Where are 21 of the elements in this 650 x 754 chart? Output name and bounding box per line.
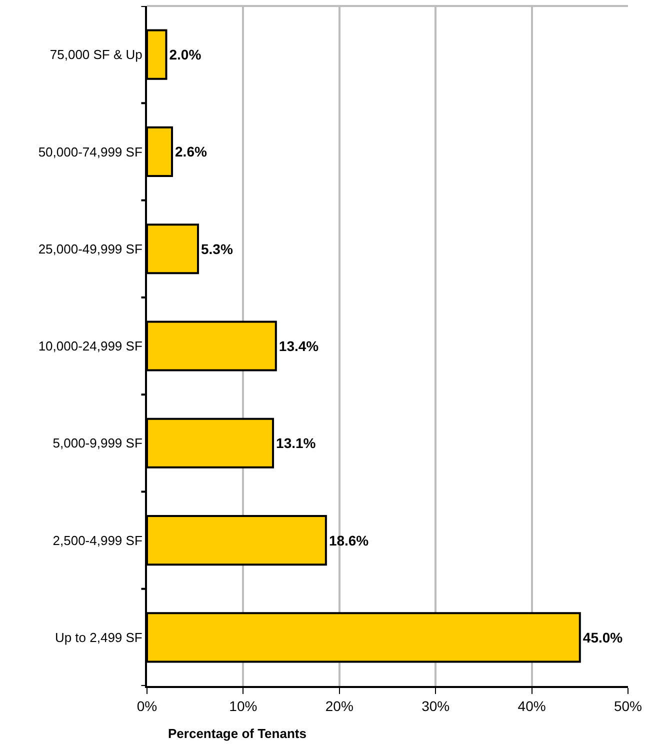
data-label: 2.6% (175, 144, 208, 160)
y-tick-label: Up to 2,499 SF (54, 630, 142, 645)
y-tick-label: 75,000 SF & Up (50, 47, 142, 62)
data-label: 13.1% (276, 435, 316, 452)
y-tick-label: 5,000-9,999 SF (52, 436, 142, 451)
data-label: 45.0% (582, 629, 624, 646)
x-tick-label: 50% (614, 698, 642, 714)
y-tick-label: 25,000-49,999 SF (38, 241, 142, 256)
data-label: 2.0% (169, 46, 202, 63)
data-label: 5.3% (200, 240, 234, 257)
x-tick-label: 0% (136, 698, 158, 714)
y-tick-label: 50,000-74,999 SF (38, 144, 142, 160)
data-label: 18.6% (328, 532, 370, 548)
y-tick-label: 2,500-4,999 SF (52, 532, 142, 548)
x-axis-title: Percentage of Tenants (168, 726, 306, 741)
y-tick-label: 10,000-24,999 SF (38, 338, 142, 354)
x-tick-label: 10% (229, 698, 258, 714)
data-label: 13.4% (278, 338, 320, 354)
x-tick-label: 40% (518, 698, 546, 714)
x-tick-label: 30% (422, 698, 450, 714)
x-tick-label: 20% (325, 698, 354, 714)
